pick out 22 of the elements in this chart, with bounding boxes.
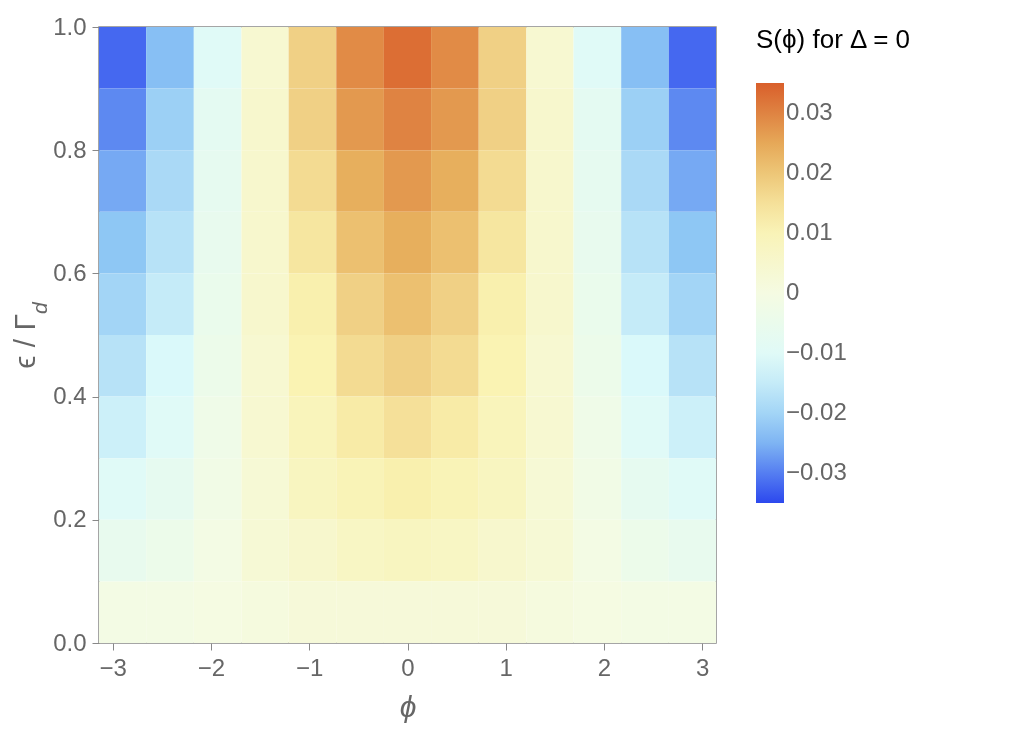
x-tick-label: −3 [99,653,127,681]
x-tick-label: −1 [296,653,324,681]
color-bar-label: −0.01 [786,338,847,365]
y-tick-label: 0.2 [53,505,87,533]
color-bar-label: −0.02 [786,398,847,425]
y-tick-label: 0.6 [53,258,87,286]
color-bar-label: 0.01 [786,218,833,245]
color-bar-label: 0.02 [786,158,833,185]
x-tick-label: 2 [597,653,612,681]
x-tick-label: −2 [197,653,226,681]
x-tick-label: 3 [696,653,710,681]
y-tick-label: 0.8 [53,135,87,163]
y-tick-label: 0.4 [53,382,87,410]
x-tick-label: 0 [401,653,415,681]
color-bar-label: 0 [786,278,800,305]
x-axis-title: ϕ [399,689,417,723]
x-tick-label: 1 [499,653,513,681]
color-bar-title: S(ϕ) for Δ = 0 [756,24,911,54]
color-bar-label: 0.03 [786,98,833,125]
y-tick-label: 1.0 [53,12,87,40]
color-bar-label: −0.03 [786,458,847,485]
y-tick-label: 0.0 [53,628,87,656]
